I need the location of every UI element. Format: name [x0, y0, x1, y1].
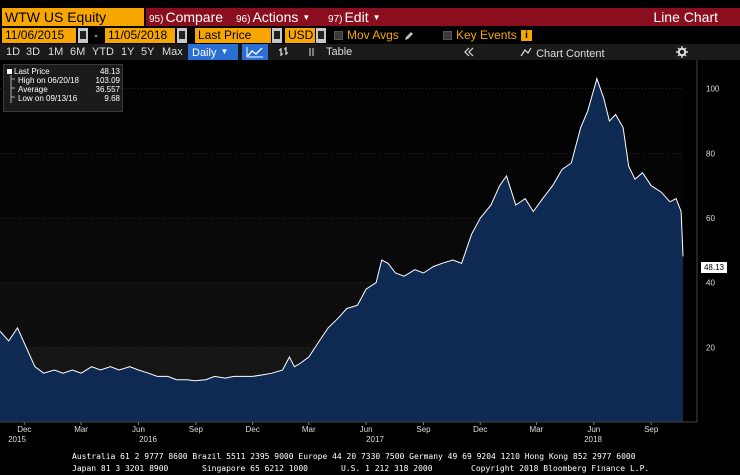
- compare-button[interactable]: 95) Compare: [149, 8, 223, 26]
- currency-select[interactable]: USD: [285, 28, 315, 43]
- x-year-label: 2016: [139, 435, 157, 444]
- x-month-label: Jun: [360, 425, 373, 434]
- x-month-label: Mar: [530, 425, 544, 434]
- settings-gear-icon[interactable]: [676, 44, 688, 60]
- last-price-tag: 48.13: [701, 262, 727, 273]
- x-month-label: Mar: [302, 425, 316, 434]
- mov-avgs-label[interactable]: Mov Avgs: [347, 28, 399, 42]
- edit-caret-icon: ▼: [372, 13, 381, 22]
- actions-button[interactable]: 96) Actions ▼: [236, 8, 310, 26]
- end-calendar-icon[interactable]: [177, 28, 187, 43]
- legend-average-label: Average: [18, 85, 48, 94]
- bar-chart-icon[interactable]: [278, 44, 290, 60]
- title-bar: WTW US Equity 95) Compare 96) Actions ▼ 97)…: [0, 0, 740, 27]
- x-month-label: Dec: [473, 425, 487, 434]
- x-year-label: 2017: [366, 435, 384, 444]
- chart-content-label: Chart Content: [536, 48, 605, 60]
- period-button-1d[interactable]: 1D: [6, 46, 21, 58]
- legend-last-price: Last Price 48.13: [14, 67, 122, 76]
- x-month-label: Mar: [74, 425, 88, 434]
- line-chart-icon[interactable]: [242, 44, 268, 60]
- collapse-left-icon[interactable]: [463, 44, 475, 60]
- last-price-swatch: [7, 69, 12, 74]
- y-tick-label: 60: [706, 214, 715, 223]
- actions-label: Actions: [252, 9, 299, 25]
- pencil-icon[interactable]: [403, 29, 415, 41]
- period-button-ytd[interactable]: YTD: [92, 46, 114, 58]
- x-month-label: Dec: [17, 425, 31, 434]
- key-events-checkbox[interactable]: [443, 31, 452, 40]
- period-button-5y[interactable]: 5Y: [141, 46, 155, 58]
- table-button[interactable]: Table: [326, 46, 353, 58]
- x-month-label: Sep: [644, 425, 659, 434]
- edit-number: 97): [328, 14, 343, 25]
- actions-number: 96): [236, 14, 251, 25]
- chart-content-button[interactable]: Chart Content: [519, 44, 605, 60]
- period-button-1y[interactable]: 1Y: [121, 46, 135, 58]
- x-year-label: 2018: [584, 435, 602, 444]
- price-field-dropdown-icon[interactable]: [272, 28, 282, 43]
- x-month-label: Sep: [189, 425, 204, 434]
- end-date-field[interactable]: 11/05/2018: [105, 28, 175, 43]
- start-calendar-icon[interactable]: [78, 28, 88, 43]
- y-tick-label: 80: [706, 149, 715, 158]
- view-title: Line Chart: [653, 9, 718, 25]
- function-menu-bar: 95) Compare 96) Actions ▼ 97) Edit ▼ Line Cha…: [146, 8, 740, 26]
- legend-high-value: 103.09: [95, 76, 120, 85]
- period-button-max[interactable]: Max: [162, 46, 183, 58]
- price-area: [0, 78, 683, 422]
- currency-value: USD: [288, 28, 314, 42]
- table-icon[interactable]: [309, 44, 319, 60]
- x-month-label: Jun: [587, 425, 600, 434]
- x-month-label: Dec: [245, 425, 259, 434]
- mov-avgs-checkbox[interactable]: [334, 31, 343, 40]
- chart-legend[interactable]: Last Price 48.13 High on 06/20/18 103.09…: [3, 64, 123, 112]
- y-tick-label: 20: [706, 343, 715, 352]
- x-month-label: Jun: [132, 425, 145, 434]
- y-tick-label: 40: [706, 279, 715, 288]
- start-date-field[interactable]: 11/06/2015: [2, 28, 76, 43]
- compare-label: Compare: [165, 9, 224, 25]
- frequency-select[interactable]: Daily ▼: [188, 44, 238, 60]
- edit-label: Edit: [344, 9, 369, 25]
- price-line: [0, 77, 684, 382]
- period-button-6m[interactable]: 6M: [70, 46, 86, 58]
- legend-average: Average 36.557: [18, 85, 122, 94]
- footer-contacts-line1: Australia 61 2 9777 8600 Brazil 5511 239…: [72, 452, 636, 461]
- legend-last-price-label: Last Price: [14, 67, 50, 76]
- currency-dropdown-icon[interactable]: [316, 28, 326, 43]
- frequency-value: Daily: [192, 47, 217, 59]
- key-events-label[interactable]: Key Events: [456, 28, 517, 42]
- legend-last-price-value: 48.13: [99, 67, 120, 76]
- legend-tree-icon: [10, 75, 15, 103]
- x-year-label: 2015: [8, 435, 26, 444]
- chart-toolbar: 1D 3D 1M 6M YTD 1Y 5Y Max Daily ▼ Table Chart Co…: [0, 44, 740, 60]
- legend-low-label: Low on 09/13/16: [18, 94, 78, 103]
- date-separator: -: [94, 28, 98, 42]
- frequency-caret-icon: ▼: [220, 47, 229, 56]
- footer-copyright: Copyright 2018 Bloomberg Finance L.P.: [471, 464, 650, 473]
- info-icon[interactable]: i: [521, 30, 532, 41]
- compare-number: 95): [149, 14, 164, 25]
- legend-high: High on 06/20/18 103.09: [18, 76, 122, 85]
- price-field-select[interactable]: Last Price: [195, 28, 271, 43]
- y-tick-label: 100: [706, 85, 720, 94]
- legend-low: Low on 09/13/16 9.68: [18, 94, 122, 103]
- legend-low-value: 9.68: [104, 94, 120, 103]
- footer-us: U.S. 1 212 318 2000: [341, 464, 433, 473]
- price-field-value: Last Price: [198, 28, 252, 42]
- footer-japan: Japan 81 3 3201 8900: [72, 464, 169, 473]
- period-button-3d[interactable]: 3D: [26, 46, 41, 58]
- edit-button[interactable]: 97) Edit ▼: [328, 8, 381, 26]
- legend-average-value: 36.557: [95, 85, 120, 94]
- actions-caret-icon: ▼: [302, 13, 311, 22]
- x-month-label: Sep: [416, 425, 431, 434]
- ticker-field[interactable]: WTW US Equity: [2, 8, 144, 26]
- footer-singapore: Singapore 65 6212 1000: [202, 464, 308, 473]
- period-button-1m[interactable]: 1M: [48, 46, 64, 58]
- legend-high-label: High on 06/20/18: [18, 76, 79, 85]
